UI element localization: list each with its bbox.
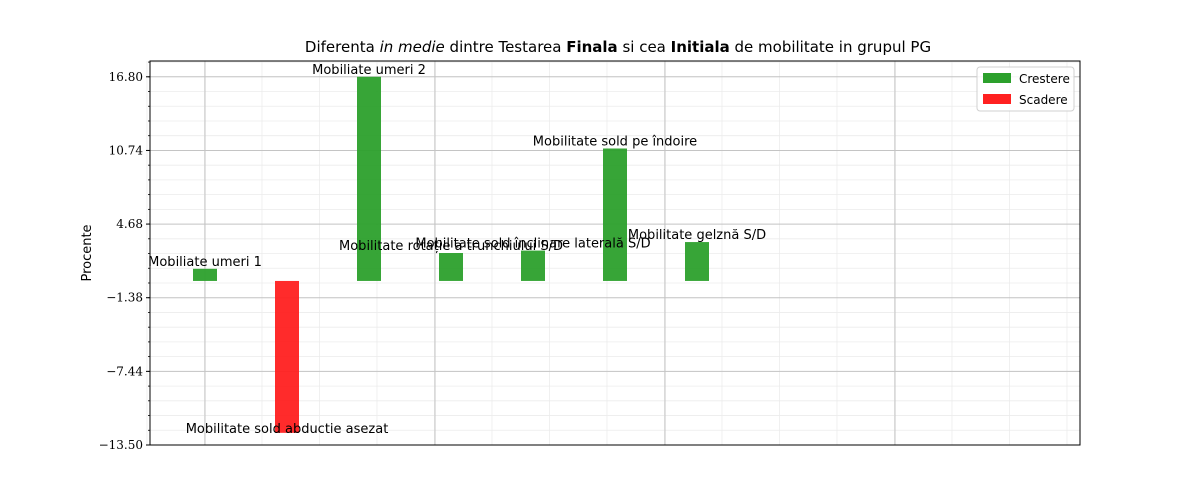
y-axis-label: Procente <box>80 224 95 281</box>
bar-labels: Mobiliate umeri 1 Mobilitate sold abducti… <box>148 63 766 437</box>
bar-value-label: Mobilitate sold înclinare laterală S/D <box>415 237 650 252</box>
bar <box>603 148 627 281</box>
y-tick-label: 4.68 <box>116 217 143 231</box>
y-tick-label: −1.38 <box>106 291 143 305</box>
bar <box>275 280 299 433</box>
title-segment: Finala <box>566 38 617 56</box>
axes: −13.50 −7.44 −1.38 4.68 10.74 16.80 <box>99 60 1081 452</box>
title-segment: Initiala <box>671 38 730 56</box>
chart-title: Diferenta in medie dintre Testarea Final… <box>305 38 931 56</box>
bar-value-label: Mobiliate umeri 1 <box>148 255 262 270</box>
title-segment: si cea <box>618 38 671 56</box>
bar <box>685 242 709 281</box>
legend-label: Scadere <box>1019 93 1068 107</box>
axes-frame <box>149 60 1081 446</box>
bar <box>193 268 217 281</box>
title-segment: Diferenta <box>305 38 380 56</box>
legend-swatch <box>983 73 1011 83</box>
title-segment: dintre Testarea <box>445 38 566 56</box>
grid-lines <box>146 61 1080 446</box>
bar-value-label: Mobilitate gelznă S/D <box>628 228 766 243</box>
y-tick-label: −7.44 <box>106 364 143 378</box>
title-segment: in medie <box>380 38 445 56</box>
title-segment: de mobilitate in grupul PG <box>730 38 931 56</box>
bars <box>193 76 709 433</box>
legend-swatch <box>983 94 1011 104</box>
bar-value-label: Mobilitate sold abductie asezat <box>186 422 389 437</box>
legend-label: Crestere <box>1019 72 1070 86</box>
bar-value-label: Mobiliate umeri 2 <box>312 63 426 78</box>
bar <box>439 253 463 281</box>
y-tick-label: −13.50 <box>99 438 143 452</box>
bar-value-label: Mobilitate rotație a trunchiului S/D <box>339 239 563 254</box>
bar <box>357 76 381 281</box>
bar-value-label: Mobilitate sold pe îndoire <box>533 134 697 149</box>
legend: Crestere Scadere <box>976 66 1075 112</box>
bar <box>521 250 545 281</box>
y-tick-label: 10.74 <box>109 143 144 157</box>
y-tick-label: 16.80 <box>109 70 143 84</box>
